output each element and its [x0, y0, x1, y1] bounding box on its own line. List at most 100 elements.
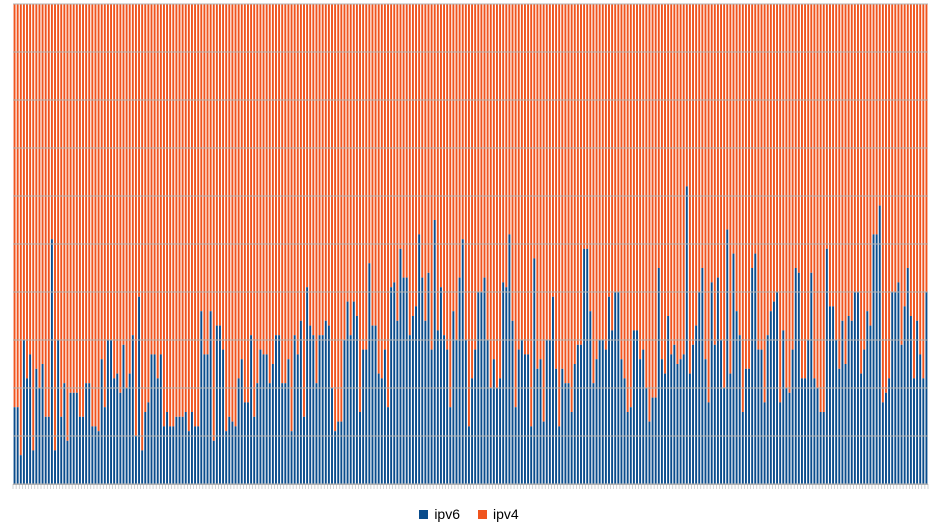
bar-ipv6: [654, 397, 657, 484]
bar-ipv4: [732, 4, 735, 254]
bar-ipv6: [514, 407, 517, 484]
bar-ipv4: [611, 4, 614, 331]
bar-ipv4: [184, 4, 187, 412]
bar-ipv6: [234, 426, 237, 484]
bar-ipv4: [106, 4, 109, 340]
bar-ipv6: [611, 330, 614, 484]
bar-ipv4: [209, 4, 212, 312]
bar-ipv6: [153, 354, 156, 484]
bar-ipv4: [169, 4, 172, 427]
bar-ipv6: [850, 320, 853, 484]
bar-ipv6: [499, 378, 502, 484]
bar-ipv6: [175, 416, 178, 484]
bar-ipv6: [592, 383, 595, 484]
bar-ipv6: [688, 373, 691, 484]
bar-ipv6: [47, 416, 50, 484]
bar-ipv4: [589, 4, 592, 312]
bar-ipv4: [424, 4, 427, 321]
bar-ipv4: [548, 4, 551, 340]
bar-ipv4: [159, 4, 162, 355]
bar-ipv4: [141, 4, 144, 451]
bar-ipv6: [215, 325, 218, 484]
bar-ipv6: [536, 368, 539, 484]
bar-ipv6: [82, 416, 84, 484]
bar-ipv4: [838, 4, 841, 369]
bar-ipv6: [632, 330, 635, 484]
bar-ipv4: [766, 4, 769, 336]
bar-ipv6: [813, 378, 816, 484]
bar-ipv4: [878, 4, 881, 206]
bar-ipv6: [306, 287, 309, 484]
bar-ipv4: [97, 4, 100, 432]
bar-ipv6: [359, 412, 361, 484]
bar-ipv6: [383, 349, 386, 484]
bar-ipv4: [175, 4, 178, 417]
bar-ipv4: [567, 4, 570, 384]
bar-ipv6: [446, 349, 449, 484]
bar-ipv4: [461, 4, 464, 240]
bar-ipv6: [396, 320, 399, 484]
bar-ipv4: [324, 4, 327, 321]
bar-ipv4: [380, 4, 383, 379]
bar-ipv4: [150, 4, 153, 355]
bar-ipv4: [527, 4, 530, 355]
bar-ipv4: [810, 4, 813, 273]
bar-ipv4: [564, 4, 567, 384]
bar-ipv6: [461, 239, 464, 484]
bar-ipv4: [240, 4, 243, 360]
bar-ipv4: [841, 4, 844, 321]
bar-ipv6: [909, 316, 912, 484]
bar-ipv6: [754, 253, 757, 484]
bar-ipv4: [763, 4, 766, 403]
bar-ipv6: [187, 431, 190, 484]
bar-ipv4: [906, 4, 909, 268]
bar-ipv4: [50, 4, 53, 240]
bar-ipv6: [545, 340, 548, 484]
bar-ipv6: [517, 349, 520, 484]
bar-ipv6: [679, 359, 682, 484]
bar-ipv4: [218, 4, 221, 326]
bar-ipv4: [679, 4, 682, 360]
bar-ipv6: [418, 234, 421, 484]
bar-ipv4: [888, 4, 891, 379]
bar-ipv4: [467, 4, 470, 427]
bar-ipv6: [766, 335, 769, 484]
bar-ipv4: [530, 4, 533, 427]
bar-ipv4: [327, 4, 330, 326]
bar-ipv4: [421, 4, 424, 278]
bar-ipv4: [458, 4, 461, 278]
bar-ipv6: [91, 426, 94, 484]
bar-ipv4: [657, 4, 660, 268]
bar-ipv4: [436, 4, 439, 331]
bar-ipv4: [536, 4, 539, 369]
bar-ipv6: [318, 335, 321, 484]
bar-ipv4: [486, 4, 489, 340]
bar-ipv6: [119, 392, 122, 484]
bar-ipv4: [517, 4, 520, 350]
bar-ipv6: [194, 426, 197, 484]
bar-ipv6: [651, 397, 654, 484]
bar-ipv4: [296, 4, 299, 355]
bar-ipv6: [116, 373, 119, 484]
bar-ipv6: [564, 383, 567, 484]
bar-ipv6: [527, 354, 530, 484]
bar-ipv6: [237, 378, 240, 484]
bar-ipv6: [240, 359, 243, 484]
bar-ipv4: [22, 4, 25, 340]
bar-ipv4: [822, 4, 825, 412]
bar-ipv6: [897, 282, 900, 484]
bar-ipv6: [343, 340, 346, 484]
bar-ipv4: [682, 4, 685, 355]
bar-ipv4: [144, 4, 147, 412]
legend-swatch-ipv4: [478, 509, 487, 519]
bar-ipv4: [371, 4, 374, 326]
bar-ipv4: [237, 4, 240, 379]
bar-ipv6: [580, 344, 582, 484]
bar-ipv4: [847, 4, 850, 316]
bar-ipv6: [346, 301, 349, 484]
bar-ipv4: [134, 4, 137, 436]
bar-ipv6: [583, 248, 586, 484]
bar-ipv4: [88, 4, 91, 384]
bar-ipv4: [592, 4, 595, 384]
